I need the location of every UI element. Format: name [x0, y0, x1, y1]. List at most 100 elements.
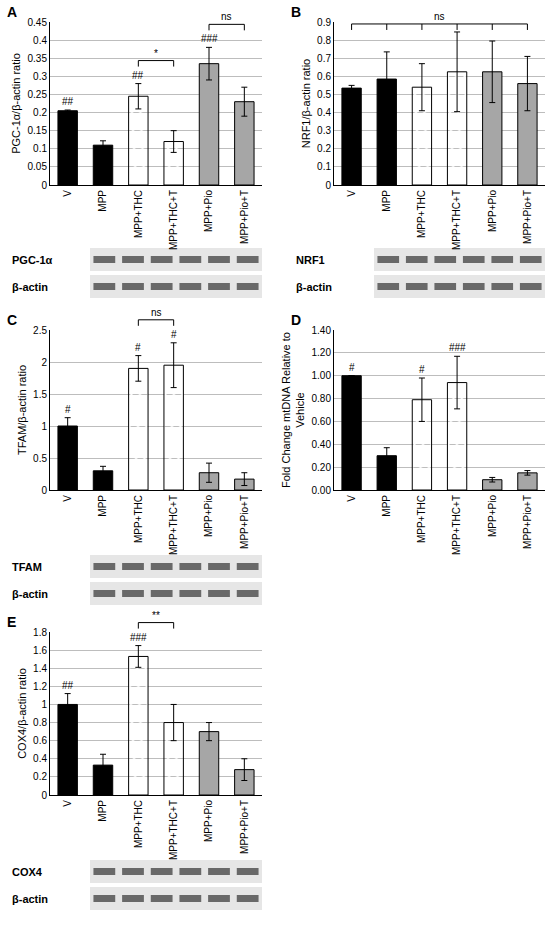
- svg-text:MPP+THC: MPP+THC: [133, 800, 144, 848]
- svg-text:MPP+THC+T: MPP+THC+T: [168, 190, 179, 250]
- svg-text:0.45: 0.45: [28, 17, 48, 28]
- svg-text:0: 0: [325, 180, 331, 191]
- svg-text:MPP+THC+T: MPP+THC+T: [168, 800, 179, 860]
- svg-text:V: V: [62, 800, 73, 807]
- svg-text:MPP: MPP: [381, 495, 392, 517]
- svg-text:0.2: 0.2: [33, 771, 47, 782]
- svg-text:0.25: 0.25: [28, 89, 48, 100]
- svg-text:D: D: [291, 312, 301, 328]
- svg-text:0.7: 0.7: [317, 53, 331, 64]
- svg-text:A: A: [7, 4, 17, 20]
- svg-text:0: 0: [41, 180, 47, 191]
- svg-text:TFAM/β-actin ratio: TFAM/β-actin ratio: [16, 365, 28, 455]
- svg-text:B: B: [291, 4, 301, 20]
- svg-text:MPP: MPP: [381, 190, 392, 212]
- svg-text:0.4: 0.4: [317, 107, 331, 118]
- svg-text:MPP+THC: MPP+THC: [133, 495, 144, 543]
- svg-text:0.3: 0.3: [33, 71, 47, 82]
- svg-text:0.6: 0.6: [317, 71, 331, 82]
- svg-text:MPP+THC+T: MPP+THC+T: [168, 495, 179, 555]
- svg-text:##: ##: [132, 70, 144, 81]
- svg-text:0.5: 0.5: [317, 89, 331, 100]
- svg-text:Fold Change mtDNA Relative toV: Fold Change mtDNA Relative toVehicle: [280, 332, 306, 488]
- svg-text:MPP+THC: MPP+THC: [416, 495, 427, 543]
- svg-text:0.40: 0.40: [312, 439, 332, 450]
- svg-text:0.4: 0.4: [33, 753, 47, 764]
- svg-text:MPP: MPP: [97, 190, 108, 212]
- svg-text:0.5: 0.5: [33, 453, 47, 464]
- svg-text:β-actin: β-actin: [12, 893, 48, 905]
- svg-text:##: ##: [62, 96, 74, 107]
- svg-text:1: 1: [41, 699, 47, 710]
- svg-text:0.20: 0.20: [312, 462, 332, 473]
- svg-text:ns: ns: [221, 11, 232, 22]
- svg-text:0.3: 0.3: [317, 125, 331, 136]
- svg-text:0.8: 0.8: [317, 35, 331, 46]
- svg-text:MPP+THC+T: MPP+THC+T: [451, 190, 462, 250]
- svg-text:0: 0: [41, 485, 47, 496]
- svg-text:MPP+Pio: MPP+Pio: [487, 190, 498, 232]
- svg-text:ns: ns: [151, 307, 162, 318]
- svg-text:#: #: [419, 364, 425, 375]
- svg-text:#: #: [65, 404, 71, 415]
- svg-text:0.4: 0.4: [33, 35, 47, 46]
- svg-text:0.80: 0.80: [312, 393, 332, 404]
- svg-text:V: V: [346, 495, 357, 502]
- svg-text:1.5: 1.5: [33, 389, 47, 400]
- svg-text:NRF1/β-actin ratio: NRF1/β-actin ratio: [300, 59, 312, 148]
- svg-text:MPP+Pio+T: MPP+Pio+T: [239, 800, 250, 854]
- svg-text:ns: ns: [434, 11, 445, 22]
- svg-text:MPP+THC+T: MPP+THC+T: [451, 495, 462, 555]
- svg-text:MPP+Pio: MPP+Pio: [203, 190, 214, 232]
- svg-text:0.6: 0.6: [33, 735, 47, 746]
- svg-text:2: 2: [41, 357, 47, 368]
- svg-text:MPP+Pio: MPP+Pio: [203, 495, 214, 537]
- svg-text:0.05: 0.05: [28, 161, 48, 172]
- svg-text:PGC-1α/β-actin ratio: PGC-1α/β-actin ratio: [10, 53, 22, 154]
- svg-text:MPP: MPP: [97, 800, 108, 822]
- svg-text:1: 1: [41, 421, 47, 432]
- svg-text:β-actin: β-actin: [296, 281, 332, 293]
- svg-text:MPP+Pio+T: MPP+Pio+T: [239, 495, 250, 549]
- svg-text:0: 0: [41, 790, 47, 801]
- svg-text:###: ###: [449, 342, 466, 353]
- svg-text:β-actin: β-actin: [12, 588, 48, 600]
- svg-text:0.1: 0.1: [317, 161, 331, 172]
- svg-text:###: ###: [201, 33, 218, 44]
- svg-text:0.2: 0.2: [33, 107, 47, 118]
- svg-text:#: #: [349, 362, 355, 373]
- svg-text:0.60: 0.60: [312, 416, 332, 427]
- svg-text:1.20: 1.20: [312, 347, 332, 358]
- svg-text:C: C: [7, 312, 17, 328]
- svg-text:1.6: 1.6: [33, 645, 47, 656]
- svg-text:MPP+Pio: MPP+Pio: [487, 495, 498, 537]
- svg-text:0.35: 0.35: [28, 53, 48, 64]
- svg-text:0.1: 0.1: [33, 143, 47, 154]
- svg-text:#: #: [171, 329, 177, 340]
- svg-text:COX4: COX4: [12, 866, 43, 878]
- svg-text:V: V: [62, 495, 73, 502]
- svg-text:2.5: 2.5: [33, 325, 47, 336]
- svg-text:MPP+Pio+T: MPP+Pio+T: [239, 190, 250, 244]
- svg-text:##: ##: [62, 680, 74, 691]
- svg-text:MPP+Pio+T: MPP+Pio+T: [522, 190, 533, 244]
- svg-text:MPP+THC: MPP+THC: [416, 190, 427, 238]
- svg-text:0.15: 0.15: [28, 125, 48, 136]
- svg-text:0.00: 0.00: [312, 485, 332, 496]
- svg-text:1.00: 1.00: [312, 370, 332, 381]
- svg-text:NRF1: NRF1: [296, 254, 325, 266]
- svg-text:E: E: [7, 614, 16, 630]
- svg-text:0.2: 0.2: [317, 143, 331, 154]
- svg-text:1.40: 1.40: [312, 325, 332, 336]
- svg-text:###: ###: [130, 632, 147, 643]
- svg-text:*: *: [154, 48, 158, 59]
- svg-text:MPP+THC: MPP+THC: [133, 190, 144, 238]
- svg-text:0.8: 0.8: [33, 717, 47, 728]
- svg-text:1.2: 1.2: [33, 681, 47, 692]
- svg-text:COX4/β-actin ratio: COX4/β-actin ratio: [16, 668, 28, 759]
- svg-text:V: V: [346, 190, 357, 197]
- svg-text:0.9: 0.9: [317, 17, 331, 28]
- svg-text:V: V: [62, 190, 73, 197]
- svg-text:PGC-1α: PGC-1α: [12, 254, 53, 266]
- svg-text:1.4: 1.4: [33, 663, 47, 674]
